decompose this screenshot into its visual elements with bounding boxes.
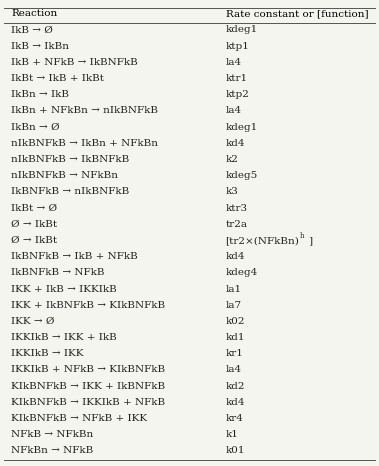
Text: kr4: kr4 — [226, 414, 243, 423]
Text: tr2a: tr2a — [226, 220, 247, 229]
Text: kdeg5: kdeg5 — [226, 171, 258, 180]
Text: Reaction: Reaction — [11, 9, 58, 18]
Text: IKK → Ø: IKK → Ø — [11, 317, 55, 326]
Text: nIkBNFkB → IkBNFkB: nIkBNFkB → IkBNFkB — [11, 155, 130, 164]
Text: IKK + IkB → IKKIkB: IKK + IkB → IKKIkB — [11, 285, 117, 294]
Text: ktr3: ktr3 — [226, 204, 247, 212]
Text: kdeg1: kdeg1 — [226, 123, 258, 131]
Text: kd4: kd4 — [226, 139, 245, 148]
Text: ktp2: ktp2 — [226, 90, 249, 99]
Text: IkB + NFkB → IkBNFkB: IkB + NFkB → IkBNFkB — [11, 58, 138, 67]
Text: kd4: kd4 — [226, 252, 245, 261]
Text: IkBn → IkB: IkBn → IkB — [11, 90, 69, 99]
Text: h: h — [299, 233, 304, 240]
Text: kdeg4: kdeg4 — [226, 268, 258, 277]
Text: kdeg1: kdeg1 — [226, 26, 258, 34]
Text: la4: la4 — [226, 58, 242, 67]
Text: nIkBNFkB → NFkBn: nIkBNFkB → NFkBn — [11, 171, 118, 180]
Text: ktp1: ktp1 — [226, 41, 249, 51]
Text: k1: k1 — [226, 430, 238, 439]
Text: KIkBNFkB → NFkB + IKK: KIkBNFkB → NFkB + IKK — [11, 414, 147, 423]
Text: NFkBn → NFkB: NFkBn → NFkB — [11, 446, 94, 455]
Text: kd1: kd1 — [226, 333, 245, 342]
Text: IkBt → IkB + IkBt: IkBt → IkB + IkBt — [11, 74, 104, 83]
Text: IKKIkB → IKK + IkB: IKKIkB → IKK + IkB — [11, 333, 117, 342]
Text: ]: ] — [308, 236, 312, 245]
Text: IkB → IkBn: IkB → IkBn — [11, 41, 69, 51]
Text: KIkBNFkB → IKK + IkBNFkB: KIkBNFkB → IKK + IkBNFkB — [11, 382, 166, 391]
Text: KIkBNFkB → IKKIkB + NFkB: KIkBNFkB → IKKIkB + NFkB — [11, 398, 166, 407]
Text: nIkBNFkB → IkBn + NFkBn: nIkBNFkB → IkBn + NFkBn — [11, 139, 158, 148]
Text: IkBn → Ø: IkBn → Ø — [11, 123, 60, 131]
Text: Rate constant or [function]: Rate constant or [function] — [226, 9, 368, 18]
Text: kd2: kd2 — [226, 382, 245, 391]
Text: la1: la1 — [226, 285, 242, 294]
Text: IkBt → Ø: IkBt → Ø — [11, 204, 58, 212]
Text: Ø → IkBt: Ø → IkBt — [11, 236, 58, 245]
Text: k3: k3 — [226, 187, 238, 196]
Text: [tr2×(NFkBn): [tr2×(NFkBn) — [226, 236, 299, 245]
Text: IkBNFkB → NFkB: IkBNFkB → NFkB — [11, 268, 105, 277]
Text: kd4: kd4 — [226, 398, 245, 407]
Text: IkB → Ø: IkB → Ø — [11, 26, 53, 34]
Text: la4: la4 — [226, 106, 242, 116]
Text: Ø → IkBt: Ø → IkBt — [11, 220, 58, 229]
Text: IkBNFkB → IkB + NFkB: IkBNFkB → IkB + NFkB — [11, 252, 138, 261]
Text: IKKIkB → IKK: IKKIkB → IKK — [11, 350, 84, 358]
Text: k02: k02 — [226, 317, 245, 326]
Text: kr1: kr1 — [226, 350, 243, 358]
Text: k2: k2 — [226, 155, 238, 164]
Text: IkBn + NFkBn → nIkBNFkB: IkBn + NFkBn → nIkBNFkB — [11, 106, 158, 116]
Text: la7: la7 — [226, 301, 242, 310]
Text: ktr1: ktr1 — [226, 74, 247, 83]
Text: k01: k01 — [226, 446, 245, 455]
Text: NFkB → NFkBn: NFkB → NFkBn — [11, 430, 94, 439]
Text: IKK + IkBNFkB → KIkBNFkB: IKK + IkBNFkB → KIkBNFkB — [11, 301, 166, 310]
Text: IKKIkB + NFkB → KIkBNFkB: IKKIkB + NFkB → KIkBNFkB — [11, 365, 166, 375]
Text: IkBNFkB → nIkBNFkB: IkBNFkB → nIkBNFkB — [11, 187, 130, 196]
Text: la4: la4 — [226, 365, 242, 375]
